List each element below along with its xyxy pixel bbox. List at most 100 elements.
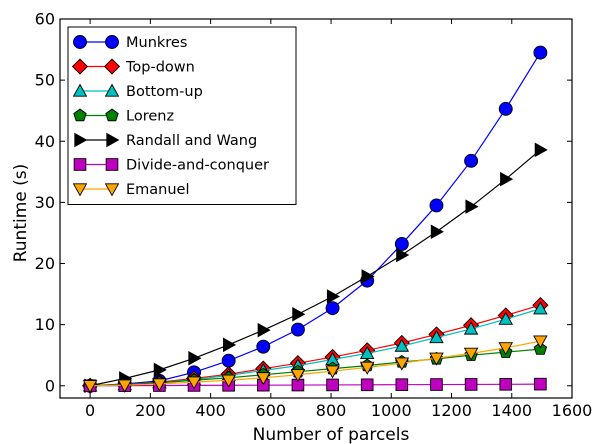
legend-label: Randall and Wang <box>126 133 257 149</box>
data-point <box>394 237 409 251</box>
x-tick-label: 200 <box>135 401 166 420</box>
data-point <box>429 330 444 344</box>
x-tick-label: 1200 <box>431 401 472 420</box>
data-point <box>464 153 479 168</box>
data-point <box>188 351 202 366</box>
data-point <box>256 339 271 354</box>
data-point <box>463 347 479 361</box>
x-tick-label: 800 <box>316 401 347 420</box>
plot-frame <box>59 18 573 399</box>
x-tick-label: 1400 <box>491 401 532 420</box>
series-bottom-up <box>82 301 548 392</box>
data-point <box>221 374 236 388</box>
data-point <box>326 378 339 392</box>
data-point <box>290 369 306 383</box>
y-tick-label: 30 <box>35 193 55 212</box>
legend-entry: Top-down <box>71 58 195 76</box>
data-point <box>498 101 513 116</box>
legend-label: Munkres <box>126 35 187 51</box>
data-point <box>430 224 444 239</box>
legend-marker <box>72 83 88 97</box>
series-top-down <box>82 296 549 394</box>
data-point <box>359 361 375 375</box>
legend-marker <box>73 35 87 49</box>
x-tick-label: 600 <box>256 401 287 420</box>
legend-label: Top-down <box>125 60 195 76</box>
data-point <box>430 378 443 391</box>
data-point <box>186 376 202 390</box>
series-emanuel <box>82 335 548 394</box>
legend-label: Divide-and-conquer <box>126 158 269 174</box>
data-point <box>534 142 548 158</box>
data-point <box>153 362 167 378</box>
data-point <box>256 372 271 386</box>
data-point <box>465 199 479 214</box>
data-point <box>533 335 548 349</box>
data-point <box>396 247 410 263</box>
legend-entry: Munkres <box>73 35 187 51</box>
data-point <box>394 338 410 352</box>
x-tick-label: 1000 <box>371 401 412 420</box>
legend-marker <box>73 108 87 122</box>
legend-marker <box>73 158 87 171</box>
legend-entry: Bottom-up <box>72 83 203 100</box>
data-point <box>325 365 340 379</box>
x-tick-label: 400 <box>195 401 226 420</box>
data-point <box>152 378 167 392</box>
y-tick-label: 50 <box>35 71 55 90</box>
series-line <box>89 149 541 387</box>
data-point <box>221 353 236 368</box>
legend-marker <box>72 183 88 197</box>
data-point <box>429 352 444 366</box>
legend: Munkres Top-down Bottom-up Lorenz Randall an… <box>67 26 297 205</box>
y-tick-label: 20 <box>35 254 55 273</box>
x-tick-label: 1600 <box>552 401 593 420</box>
y-tick-label: 40 <box>35 132 55 151</box>
x-tick-label: 0 <box>85 401 95 420</box>
data-point <box>498 342 514 356</box>
data-point <box>499 378 513 391</box>
data-point <box>326 289 340 304</box>
legend-entry: Lorenz <box>73 108 174 125</box>
data-point <box>498 311 514 325</box>
data-point <box>500 171 514 187</box>
data-point <box>292 306 306 322</box>
data-point <box>463 321 479 335</box>
data-point <box>290 322 305 337</box>
legend-marker <box>106 132 120 148</box>
data-point <box>360 378 374 392</box>
y-tick-label: 10 <box>35 315 55 334</box>
data-point <box>117 379 133 393</box>
data-point <box>534 377 547 391</box>
y-tick-label: 60 <box>35 10 55 29</box>
data-point <box>429 198 444 213</box>
legend-marker <box>105 35 119 49</box>
data-point <box>464 378 478 391</box>
data-point <box>361 269 375 284</box>
data-point <box>533 45 548 60</box>
data-point <box>325 301 340 316</box>
legend-label: Bottom-up <box>126 84 203 100</box>
legend-label: Lorenz <box>126 109 174 125</box>
legend-entry: Emanuel <box>72 182 190 198</box>
data-point <box>257 322 271 338</box>
y-axis-label: Runtime (s) <box>11 164 31 263</box>
axes: 0 200 400 600 800 1000 1200 1400 1600 0 10 20 30 40 50… <box>35 10 593 421</box>
legend-marker <box>74 132 88 148</box>
legend-entry: Divide-and-conquer <box>73 158 269 174</box>
y-tick-label: 0 <box>45 376 55 395</box>
x-axis-label: Number of parcels <box>253 425 410 444</box>
legend-marker <box>103 58 121 75</box>
data-point <box>394 357 410 371</box>
legend-marker <box>105 158 119 171</box>
data-point <box>223 337 237 353</box>
legend-marker <box>104 83 120 97</box>
legend-marker <box>104 183 120 197</box>
legend-marker <box>105 108 119 122</box>
legend-label: Emanuel <box>126 182 190 198</box>
series-line <box>90 340 541 387</box>
data-point <box>82 380 98 394</box>
legend-marker <box>71 58 89 75</box>
data-point <box>395 378 409 391</box>
